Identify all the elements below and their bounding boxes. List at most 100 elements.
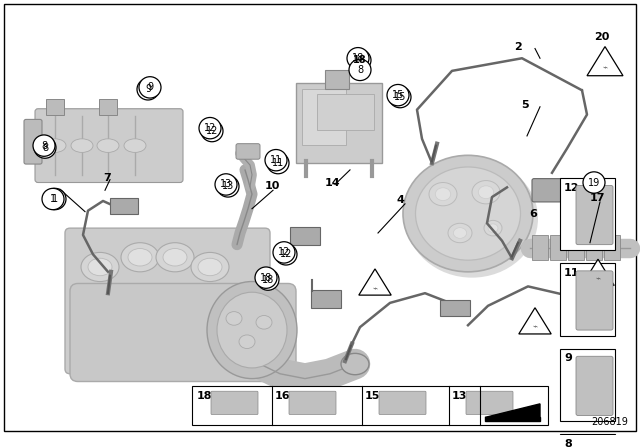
Ellipse shape xyxy=(239,335,255,349)
Text: 8: 8 xyxy=(564,439,572,448)
Ellipse shape xyxy=(124,139,146,152)
Text: 11: 11 xyxy=(272,158,284,168)
Text: ⌁: ⌁ xyxy=(602,64,607,73)
FancyBboxPatch shape xyxy=(211,391,258,414)
FancyBboxPatch shape xyxy=(192,386,548,425)
Text: ⌁: ⌁ xyxy=(372,284,378,293)
Text: 4: 4 xyxy=(396,195,404,205)
Circle shape xyxy=(349,50,371,71)
FancyBboxPatch shape xyxy=(568,285,608,307)
FancyBboxPatch shape xyxy=(576,185,613,245)
Polygon shape xyxy=(519,308,551,334)
Circle shape xyxy=(34,137,56,158)
Ellipse shape xyxy=(478,186,493,198)
Circle shape xyxy=(267,152,289,174)
Ellipse shape xyxy=(191,252,229,281)
Text: 5: 5 xyxy=(521,100,529,110)
Circle shape xyxy=(42,188,64,210)
Circle shape xyxy=(347,47,369,69)
FancyBboxPatch shape xyxy=(560,178,615,250)
Text: 19: 19 xyxy=(588,177,600,188)
Ellipse shape xyxy=(88,258,112,276)
FancyBboxPatch shape xyxy=(236,144,260,159)
FancyBboxPatch shape xyxy=(110,198,138,214)
FancyBboxPatch shape xyxy=(70,284,296,382)
Text: 9: 9 xyxy=(147,82,153,92)
Text: 1: 1 xyxy=(52,194,58,204)
Text: 15: 15 xyxy=(365,391,380,401)
Ellipse shape xyxy=(226,312,242,325)
Text: 13: 13 xyxy=(220,180,232,190)
FancyBboxPatch shape xyxy=(311,290,341,308)
Circle shape xyxy=(215,174,237,195)
Ellipse shape xyxy=(484,220,502,236)
Text: 20: 20 xyxy=(595,32,610,42)
Ellipse shape xyxy=(341,353,369,375)
FancyBboxPatch shape xyxy=(440,300,470,315)
Text: 12: 12 xyxy=(278,247,290,258)
Text: 12: 12 xyxy=(564,182,579,193)
Ellipse shape xyxy=(403,155,533,272)
Text: 18: 18 xyxy=(197,391,212,401)
FancyBboxPatch shape xyxy=(563,184,575,197)
Circle shape xyxy=(273,242,295,263)
Circle shape xyxy=(201,121,223,142)
FancyBboxPatch shape xyxy=(46,99,64,115)
FancyBboxPatch shape xyxy=(532,235,548,260)
FancyBboxPatch shape xyxy=(24,120,42,164)
Text: ⌁: ⌁ xyxy=(532,323,538,332)
Polygon shape xyxy=(587,47,623,76)
Text: 18: 18 xyxy=(352,53,364,63)
FancyBboxPatch shape xyxy=(379,391,426,414)
Text: 6: 6 xyxy=(529,209,537,219)
Text: 14: 14 xyxy=(325,177,341,188)
Ellipse shape xyxy=(81,252,119,281)
FancyBboxPatch shape xyxy=(99,99,117,115)
FancyBboxPatch shape xyxy=(290,227,320,245)
Ellipse shape xyxy=(44,139,66,152)
FancyBboxPatch shape xyxy=(576,271,613,330)
Ellipse shape xyxy=(415,167,520,260)
Ellipse shape xyxy=(156,243,194,272)
Circle shape xyxy=(265,150,287,171)
Text: 8: 8 xyxy=(357,65,363,75)
Text: 12: 12 xyxy=(206,126,218,136)
Text: 206819: 206819 xyxy=(591,417,628,427)
Text: 17: 17 xyxy=(589,193,605,203)
FancyBboxPatch shape xyxy=(576,442,613,448)
Text: 13: 13 xyxy=(452,391,467,401)
Circle shape xyxy=(139,77,161,98)
Ellipse shape xyxy=(128,249,152,266)
Circle shape xyxy=(255,267,277,289)
Text: 9: 9 xyxy=(564,353,572,363)
Text: 11: 11 xyxy=(564,268,579,278)
FancyBboxPatch shape xyxy=(466,391,513,414)
Circle shape xyxy=(199,117,221,139)
Text: 8: 8 xyxy=(42,142,48,153)
Ellipse shape xyxy=(71,139,93,152)
Ellipse shape xyxy=(406,159,538,278)
Ellipse shape xyxy=(448,223,472,243)
Ellipse shape xyxy=(121,243,159,272)
Circle shape xyxy=(275,244,297,265)
FancyBboxPatch shape xyxy=(532,179,572,202)
Circle shape xyxy=(257,269,279,290)
FancyBboxPatch shape xyxy=(604,235,620,260)
Ellipse shape xyxy=(453,228,467,238)
Text: 18: 18 xyxy=(260,273,272,283)
Ellipse shape xyxy=(435,188,451,201)
Ellipse shape xyxy=(217,292,287,368)
Text: 9: 9 xyxy=(145,84,151,95)
Text: 1: 1 xyxy=(50,194,56,204)
FancyBboxPatch shape xyxy=(325,70,349,89)
Text: 18: 18 xyxy=(262,275,274,284)
FancyBboxPatch shape xyxy=(296,83,382,163)
FancyBboxPatch shape xyxy=(65,228,270,374)
Circle shape xyxy=(44,188,66,210)
Text: 12: 12 xyxy=(280,250,292,259)
Polygon shape xyxy=(485,404,540,418)
Ellipse shape xyxy=(472,181,500,204)
Circle shape xyxy=(137,79,159,100)
FancyBboxPatch shape xyxy=(568,235,584,260)
FancyBboxPatch shape xyxy=(550,235,566,260)
